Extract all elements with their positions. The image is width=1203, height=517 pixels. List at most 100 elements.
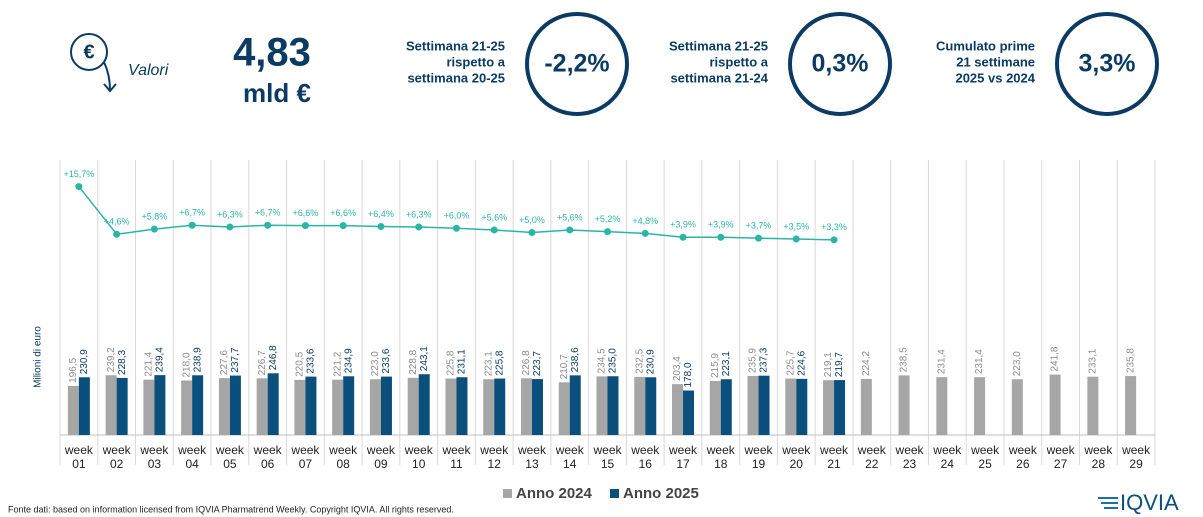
bar [634, 376, 646, 435]
value-label: 233,6 [306, 348, 317, 373]
growth-label: +6,3% [217, 209, 243, 219]
growth-point [452, 224, 460, 232]
bar [267, 373, 279, 435]
bar [105, 375, 117, 435]
value-label: 226,8 [521, 350, 532, 375]
growth-label: +3,9% [708, 220, 734, 230]
bar [369, 379, 381, 435]
bar [974, 377, 986, 435]
bar [683, 390, 695, 435]
growth-point [226, 223, 234, 231]
x-tick-label: week 27 [1046, 443, 1075, 471]
value-label: 196,5 [68, 357, 79, 382]
growth-label: +5,6% [481, 212, 507, 222]
logo: IQVIA [1098, 490, 1179, 515]
growth-label: +6,0% [444, 211, 470, 221]
growth-label: +6,3% [406, 209, 432, 219]
value-label: 178,0 [683, 362, 694, 387]
value-label: 235,0 [608, 348, 619, 373]
bar [229, 375, 241, 435]
value-label: 223,1 [721, 351, 732, 376]
value-label: 238,9 [192, 347, 203, 372]
bar [672, 384, 684, 435]
bar [456, 377, 468, 435]
x-tick-label: week 03 [140, 443, 169, 471]
value-label: 224,2 [861, 350, 872, 375]
value-label: 223,7 [532, 351, 543, 376]
growth-label: +6,6% [293, 208, 319, 218]
growth-point [377, 223, 385, 231]
bar [192, 375, 204, 435]
kpi-text: rispetto a [709, 54, 768, 69]
kpi-circle [525, 12, 629, 116]
bar [418, 374, 430, 435]
bar [531, 379, 543, 435]
growth-point [490, 226, 498, 234]
value-label: 225,7 [785, 350, 796, 375]
legend-label: Anno 2025 [623, 485, 699, 502]
growth-point [679, 233, 687, 241]
x-tick-label: week 12 [480, 443, 509, 471]
value-label: 231,4 [974, 349, 985, 374]
x-tick-label: week 17 [669, 443, 698, 471]
bar [758, 375, 770, 435]
bar [936, 377, 948, 435]
bar [256, 378, 268, 435]
value-label: 246,8 [268, 345, 279, 370]
value-label: 230,9 [79, 349, 90, 374]
value-label: 231,4 [936, 349, 947, 374]
bar [407, 377, 419, 435]
bar [332, 379, 344, 435]
value-label: 230,9 [645, 349, 656, 374]
x-tick-label: week 19 [744, 443, 773, 471]
kpi-text: settimana 21-24 [670, 70, 768, 85]
kpi-text: Settimana 21-25 [406, 38, 505, 53]
bar [720, 379, 732, 435]
value-label: 227,6 [219, 350, 230, 375]
growth-label: +3,7% [746, 220, 772, 230]
kpi-value: 0,3% [812, 50, 869, 78]
bar [218, 378, 230, 435]
bar [116, 377, 128, 435]
value-label: 231,1 [457, 349, 468, 374]
growth-label: +5,0% [519, 215, 545, 225]
kpi-text: Cumulato prime [936, 38, 1035, 53]
euro-icon [70, 33, 108, 71]
value-label: 203,4 [672, 356, 683, 381]
bar [181, 380, 193, 435]
bar [154, 375, 166, 435]
x-tick-label: week 25 [971, 443, 1000, 471]
bar [645, 377, 657, 435]
value-label: 223,0 [1012, 351, 1023, 376]
bar [520, 378, 532, 435]
value-label: 220,5 [295, 351, 306, 376]
kpi-circle [1055, 12, 1159, 116]
value-label: 218,0 [181, 352, 192, 377]
x-tick-label: week 06 [253, 443, 282, 471]
value-label: 241,8 [1050, 346, 1061, 371]
bar [483, 379, 495, 435]
growth-point [113, 230, 121, 238]
growth-label: +5,6% [557, 212, 583, 222]
bar [143, 379, 155, 435]
value-label: 223,1 [483, 351, 494, 376]
x-tick-label: week 29 [1122, 443, 1151, 471]
growth-point [264, 221, 272, 229]
bar [823, 380, 835, 435]
growth-label: +15,7% [63, 169, 94, 179]
logo-text: IQVIA [1120, 490, 1179, 515]
value-label: 239,4 [155, 347, 166, 372]
growth-point [415, 223, 423, 231]
bar [898, 375, 910, 435]
growth-label: +5,8% [142, 211, 168, 221]
x-tick-label: week 11 [442, 443, 471, 471]
bar [747, 376, 759, 435]
x-tick-label: week 09 [366, 443, 395, 471]
bar [607, 376, 619, 435]
value-label: 238,6 [570, 347, 581, 372]
value-label: 233,1 [1088, 348, 1099, 373]
value-label: 232,5 [634, 348, 645, 373]
bar [294, 379, 306, 435]
bar [494, 378, 506, 435]
